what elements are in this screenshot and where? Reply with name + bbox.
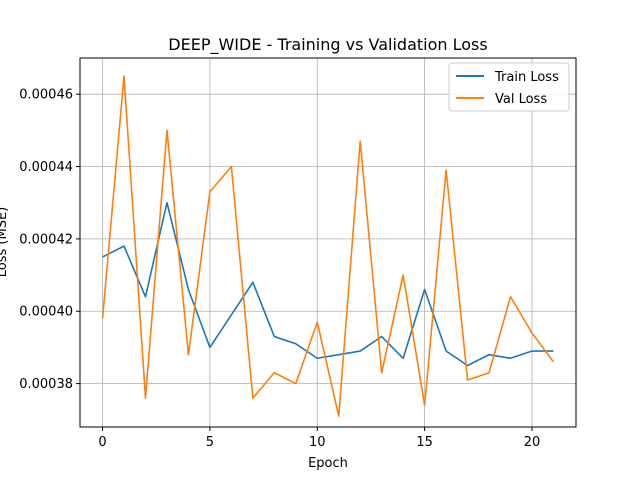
x-axis-label: Epoch [308, 456, 348, 471]
series-line-val-loss [101, 75, 555, 417]
legend-label-train-loss: Train Loss [494, 70, 559, 85]
y-tick-label: 0.00046 [19, 88, 73, 103]
x-tick-label: 5 [206, 435, 214, 450]
x-tick-label: 20 [524, 435, 541, 450]
legend-label-val-loss: Val Loss [495, 92, 547, 107]
y-tick-label: 0.00042 [19, 232, 73, 247]
x-tick-label: 10 [309, 435, 326, 450]
x-tick-label: 15 [416, 435, 433, 450]
plot-frame [79, 57, 577, 428]
y-tick-label: 0.00044 [19, 160, 73, 175]
chart-title: DEEP_WIDE - Training vs Validation Loss [168, 35, 487, 55]
x-tick-label: 0 [98, 435, 106, 450]
y-tick-label: 0.00038 [19, 377, 73, 392]
y-axis-label: Loss (MSE) [0, 207, 10, 277]
y-tick-label: 0.00040 [19, 305, 73, 320]
ticks: 0 5 10 15 20 0.00038 0.00040 0.00042 0.00044 0.00… [19, 88, 540, 450]
legend: Train Loss Val Loss [448, 62, 570, 112]
series-lines [101, 75, 555, 417]
